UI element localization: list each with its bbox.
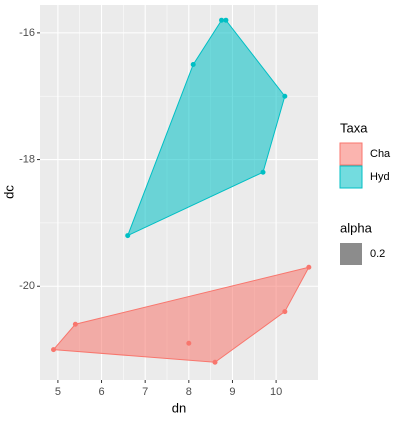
x-tick-label: 9 (229, 386, 235, 398)
point (219, 17, 225, 23)
point (282, 93, 288, 99)
x-tick-label: 5 (55, 386, 61, 398)
point (306, 264, 312, 270)
legend-key (339, 165, 363, 189)
y-axis-title: dc (1, 185, 16, 199)
point (282, 309, 288, 315)
x-axis-title: dn (172, 400, 186, 415)
x-tick-label: 10 (270, 386, 282, 398)
point (260, 169, 266, 175)
legend-title: Taxa (340, 120, 368, 135)
x-tick-label: 8 (186, 386, 192, 398)
point (51, 347, 57, 353)
point (212, 359, 218, 365)
legend-label: Hyd (370, 171, 390, 183)
legend-key (339, 142, 363, 166)
point (72, 321, 78, 327)
y-tick-label: -20 (19, 280, 35, 292)
legend-title: alpha (340, 220, 373, 235)
legend-key (340, 243, 362, 265)
x-tick-label: 7 (142, 386, 148, 398)
y-tick-label: -18 (19, 153, 35, 165)
point (125, 233, 131, 239)
legend-label: Cha (370, 148, 391, 160)
point (223, 17, 229, 23)
y-tick-label: -16 (19, 27, 35, 39)
point (190, 62, 196, 68)
legend-label: 0.2 (370, 248, 385, 260)
point (186, 340, 192, 346)
hull (52, 266, 310, 363)
x-tick-label: 6 (98, 386, 104, 398)
